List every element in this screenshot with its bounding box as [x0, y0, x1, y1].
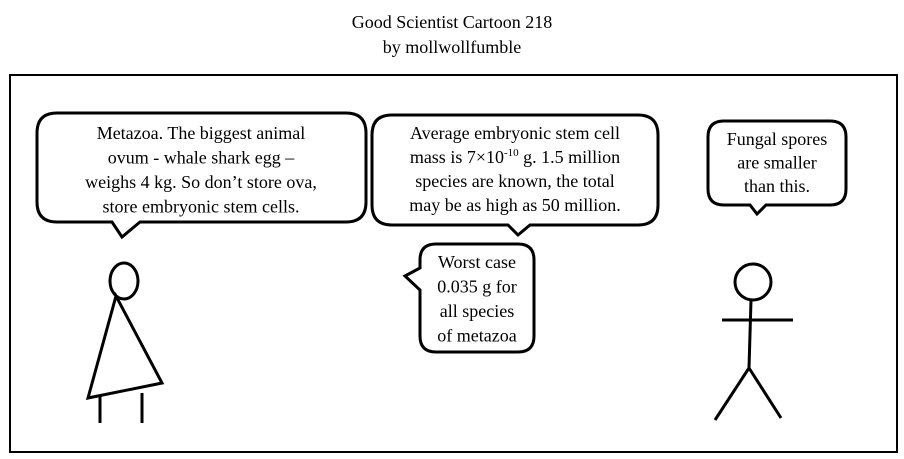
bubble-text: Metazoa. The biggest animal — [97, 123, 306, 143]
text-part: g. 1.5 million — [519, 147, 621, 167]
bubble-text: 0.035 g for — [437, 277, 517, 297]
text-part: mass is 7×10 — [410, 147, 504, 167]
figure-body — [85, 291, 165, 400]
bubble-text: store embryonic stem cells. — [103, 197, 300, 217]
bubble-text: Fungal spores — [727, 129, 828, 149]
bubble-text: all species — [440, 301, 514, 321]
bubble-text: species are known, the total — [415, 171, 614, 191]
speech-bubble — [706, 119, 848, 217]
bubble-text: are smaller — [737, 153, 816, 173]
figure-leg — [713, 367, 751, 421]
bubble-text: Average embryonic stem cell — [410, 123, 620, 143]
bubble-text: weighs 4 kg. So don’t store ova, — [85, 172, 317, 192]
speech-bubble — [402, 242, 536, 354]
panel-frame — [9, 74, 898, 453]
bubble-text: of metazoa — [437, 326, 516, 346]
figure-head — [108, 261, 140, 301]
bubble-text: than this. — [744, 176, 810, 196]
speech-bubble — [35, 111, 368, 240]
bubble-text: Worst case — [438, 252, 516, 272]
bubble-text: may be as high as 50 million. — [409, 195, 620, 215]
figure-leg — [747, 367, 783, 419]
speech-bubble — [370, 113, 660, 238]
figure-head — [733, 262, 773, 302]
bubble-text: ovum - whale shark egg – — [108, 148, 295, 168]
bubble-text: mass is 7×10-10 g. 1.5 million — [410, 147, 620, 167]
figure-body — [747, 299, 753, 369]
title: Good Scientist Cartoon 218 — [352, 12, 553, 32]
byline: by mollwollfumble — [383, 37, 522, 57]
superscript: -10 — [504, 147, 519, 159]
